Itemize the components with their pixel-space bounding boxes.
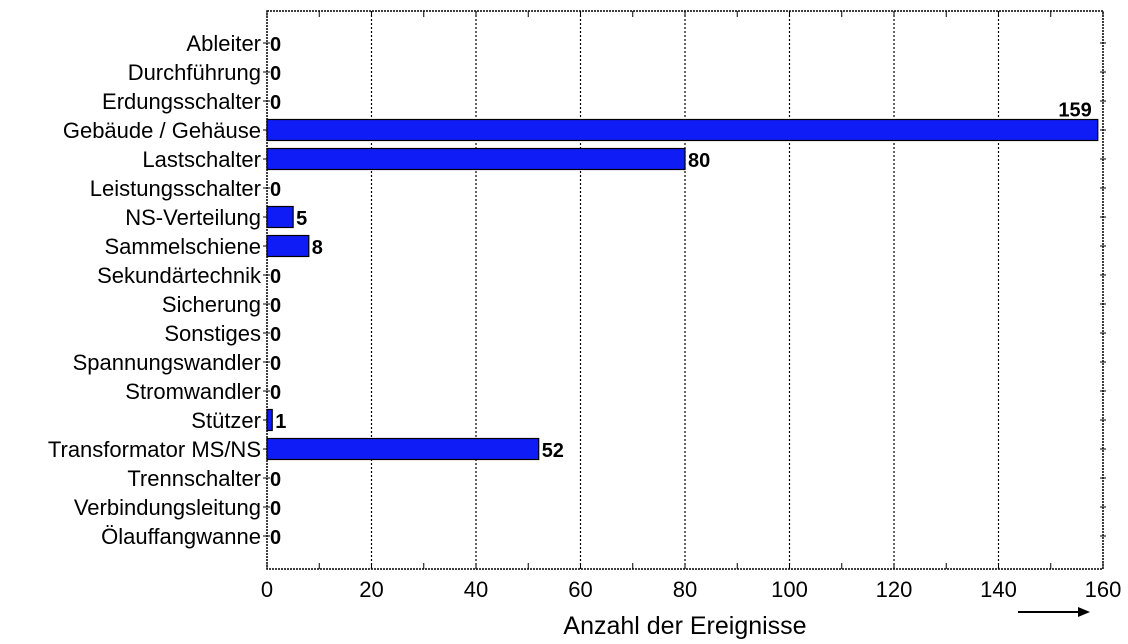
bar xyxy=(267,236,309,257)
category-label: Sonstiges xyxy=(164,321,261,346)
plot-area xyxy=(267,11,1103,569)
x-tick-label: 160 xyxy=(1085,577,1122,602)
data-label: 0 xyxy=(270,353,281,375)
bar xyxy=(267,439,539,460)
data-label: 0 xyxy=(270,179,281,201)
category-label: Erdungsschalter xyxy=(102,89,261,114)
data-label: 0 xyxy=(270,527,281,549)
bar xyxy=(267,207,293,228)
data-label: 0 xyxy=(270,498,281,520)
x-axis-label: Anzahl der Ereignisse xyxy=(563,612,806,639)
category-label: Leistungsschalter xyxy=(90,176,261,201)
x-tick-label: 140 xyxy=(980,577,1017,602)
data-label: 159 xyxy=(1058,100,1091,122)
category-labels: Ableiter Durchführung Erdungsschalter Gebäu… xyxy=(48,31,262,549)
data-label: 80 xyxy=(688,150,710,172)
data-label: 1 xyxy=(275,411,286,433)
category-label: Durchführung xyxy=(128,60,261,85)
data-label: 0 xyxy=(270,469,281,491)
x-tick-labels: 0 20 40 60 80 100 120 140 160 xyxy=(261,577,1121,602)
x-tick-label: 120 xyxy=(876,577,913,602)
category-label: Ölauffangwanne xyxy=(101,524,261,549)
data-label: 0 xyxy=(270,92,281,114)
x-tick-label: 40 xyxy=(464,577,488,602)
category-label: NS-Verteilung xyxy=(125,205,261,230)
x-tick-label: 20 xyxy=(359,577,383,602)
bar xyxy=(267,120,1098,141)
category-label: Trennschalter xyxy=(127,466,261,491)
category-label: Gebäude / Gehäuse xyxy=(63,118,261,143)
category-label: Sammelschiene xyxy=(104,234,261,259)
data-label: 0 xyxy=(270,34,281,56)
data-label: 0 xyxy=(270,382,281,404)
category-label: Spannungswandler xyxy=(73,350,261,375)
category-label: Ableiter xyxy=(186,31,261,56)
data-label: 0 xyxy=(270,63,281,85)
data-label: 0 xyxy=(270,295,281,317)
x-tick-label: 80 xyxy=(673,577,697,602)
category-label: Verbindungsleitung xyxy=(74,495,261,520)
bar xyxy=(267,149,685,170)
data-label: 0 xyxy=(270,324,281,346)
category-label: Sicherung xyxy=(162,292,261,317)
x-tick-label: 0 xyxy=(261,577,273,602)
data-label: 52 xyxy=(542,440,564,462)
category-label: Lastschalter xyxy=(142,147,261,172)
category-label: Stützer xyxy=(191,408,261,433)
data-label: 8 xyxy=(312,237,323,259)
data-label: 0 xyxy=(270,266,281,288)
x-tick-label: 60 xyxy=(568,577,592,602)
x-tick-label: 100 xyxy=(771,577,808,602)
axis-arrow-icon xyxy=(1018,607,1090,617)
data-label: 5 xyxy=(296,208,307,230)
category-label: Sekundärtechnik xyxy=(97,263,262,288)
bar xyxy=(267,410,272,431)
category-label: Transformator MS/NS xyxy=(48,437,261,462)
category-label: Stromwandler xyxy=(125,379,261,404)
